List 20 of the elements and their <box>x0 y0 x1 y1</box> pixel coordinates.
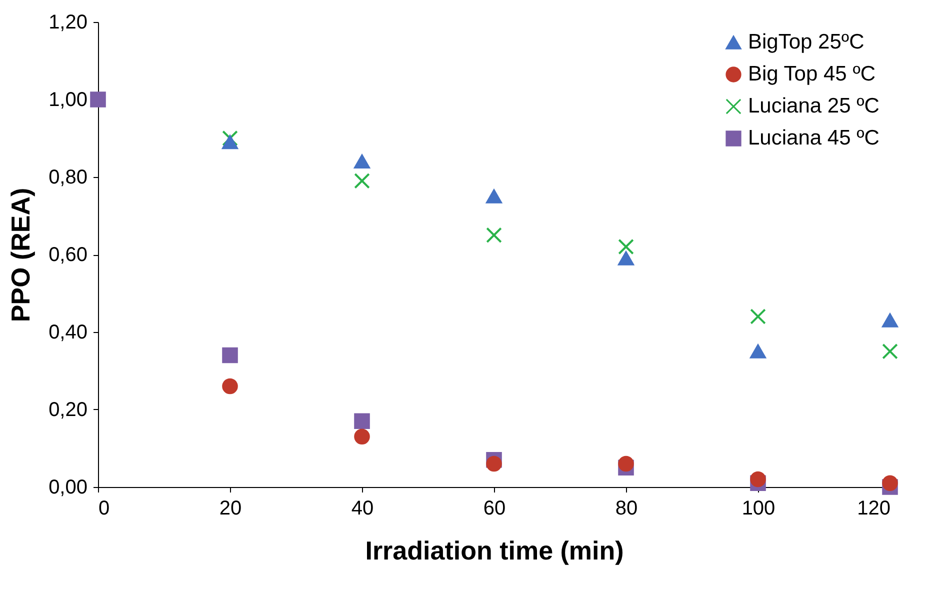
y-tick-label: 0,80 <box>48 166 88 188</box>
y-axis-title: PPO (REA) <box>6 188 36 322</box>
y-tick-label: 1,20 <box>48 12 88 34</box>
x-tick-label: 0 <box>98 498 110 520</box>
y-tick-label: 0,20 <box>48 399 88 421</box>
x-tick-label: 20 <box>219 498 242 520</box>
legend-label: Luciana 25 ºC <box>748 94 880 118</box>
legend-label: Luciana 45 ºC <box>748 126 880 150</box>
x-tick-label: 100 <box>742 498 776 520</box>
y-tick-label: 1,00 <box>48 89 88 111</box>
y-tick-label: 0,00 <box>48 476 88 498</box>
x-tick-label: 80 <box>615 498 638 520</box>
x-axis-title: Irradiation time (min) <box>365 536 624 566</box>
legend-label: BigTop 25ºC <box>748 30 864 54</box>
x-tick-label: 120 <box>857 498 890 520</box>
y-tick-label: 0,40 <box>48 322 88 344</box>
x-tick-label: 40 <box>351 498 374 520</box>
x-tick-label: 60 <box>483 498 506 520</box>
y-tick-label: 0,60 <box>48 244 88 266</box>
legend-label: Big Top 45 ºC <box>748 62 876 86</box>
